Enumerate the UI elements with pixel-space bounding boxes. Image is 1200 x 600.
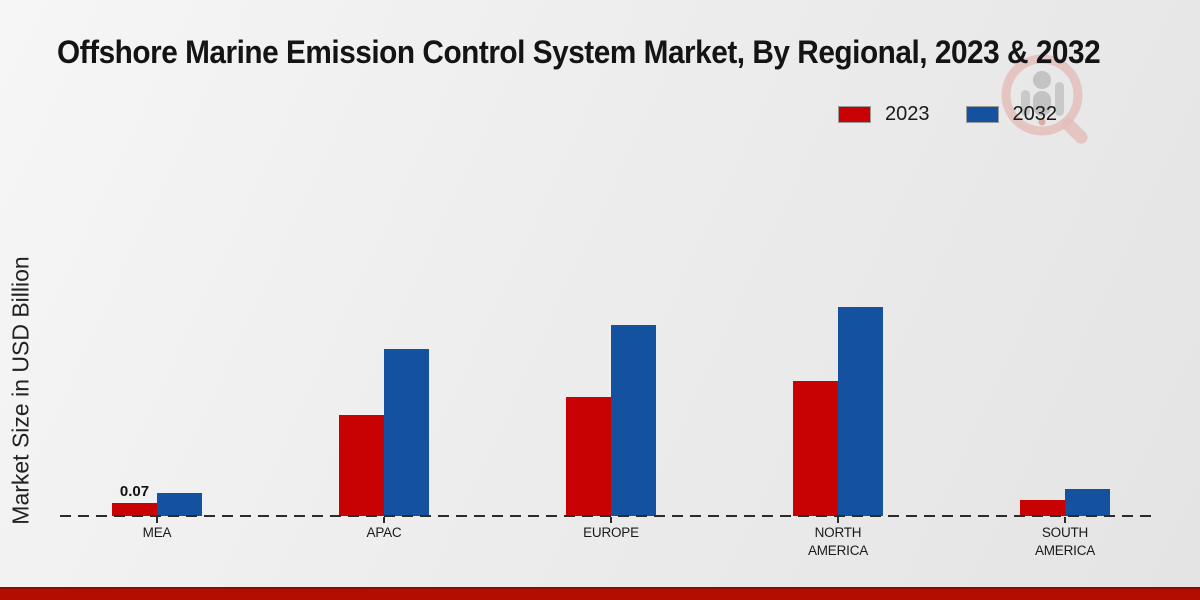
legend-item-2032: 2032	[965, 103, 1058, 126]
bar-mea-2032	[157, 492, 202, 516]
bar-mea-2023	[112, 503, 157, 516]
x-axis-label-apac: APAC	[366, 525, 402, 540]
bar-europe-2032	[611, 325, 656, 516]
bar-apac-2023	[339, 415, 384, 516]
bottom-accent-bar	[0, 587, 1200, 600]
bar-apac-2032	[384, 348, 429, 516]
bar-europe-2023	[566, 397, 611, 516]
x-axis-tick-south-america	[1064, 517, 1066, 523]
legend-label-2032: 2032	[1012, 103, 1058, 125]
legend-swatch-2023	[838, 106, 871, 123]
legend-item-2023: 2023	[838, 103, 930, 126]
bar-south-america-2032	[1065, 489, 1110, 516]
bar-north-america-2023	[793, 381, 838, 516]
x-axis-baseline	[60, 515, 1157, 517]
legend: 2023 2032	[838, 103, 1057, 126]
bar-north-america-2032	[838, 307, 883, 516]
x-axis-tick-europe	[610, 517, 612, 523]
x-axis-label-north-america: NORTH AMERICA	[807, 525, 869, 558]
x-axis-label-mea: MEA	[142, 525, 172, 540]
x-axis-tick-mea	[156, 517, 158, 523]
chart-title: Offshore Marine Emission Control System …	[57, 34, 1101, 70]
x-axis-label-europe: EUROPE	[583, 525, 639, 540]
x-axis-tick-apac	[383, 517, 385, 523]
legend-label-2023: 2023	[885, 103, 930, 125]
data-label-mea-2023: 0.07	[119, 483, 150, 501]
bar-south-america-2023	[1020, 499, 1065, 516]
x-axis-label-south-america: SOUTH AMERICA	[1034, 525, 1096, 558]
legend-swatch-2032	[965, 106, 999, 123]
x-axis-tick-north-america	[837, 517, 839, 523]
market-research-watermark-logo	[1001, 54, 1088, 144]
